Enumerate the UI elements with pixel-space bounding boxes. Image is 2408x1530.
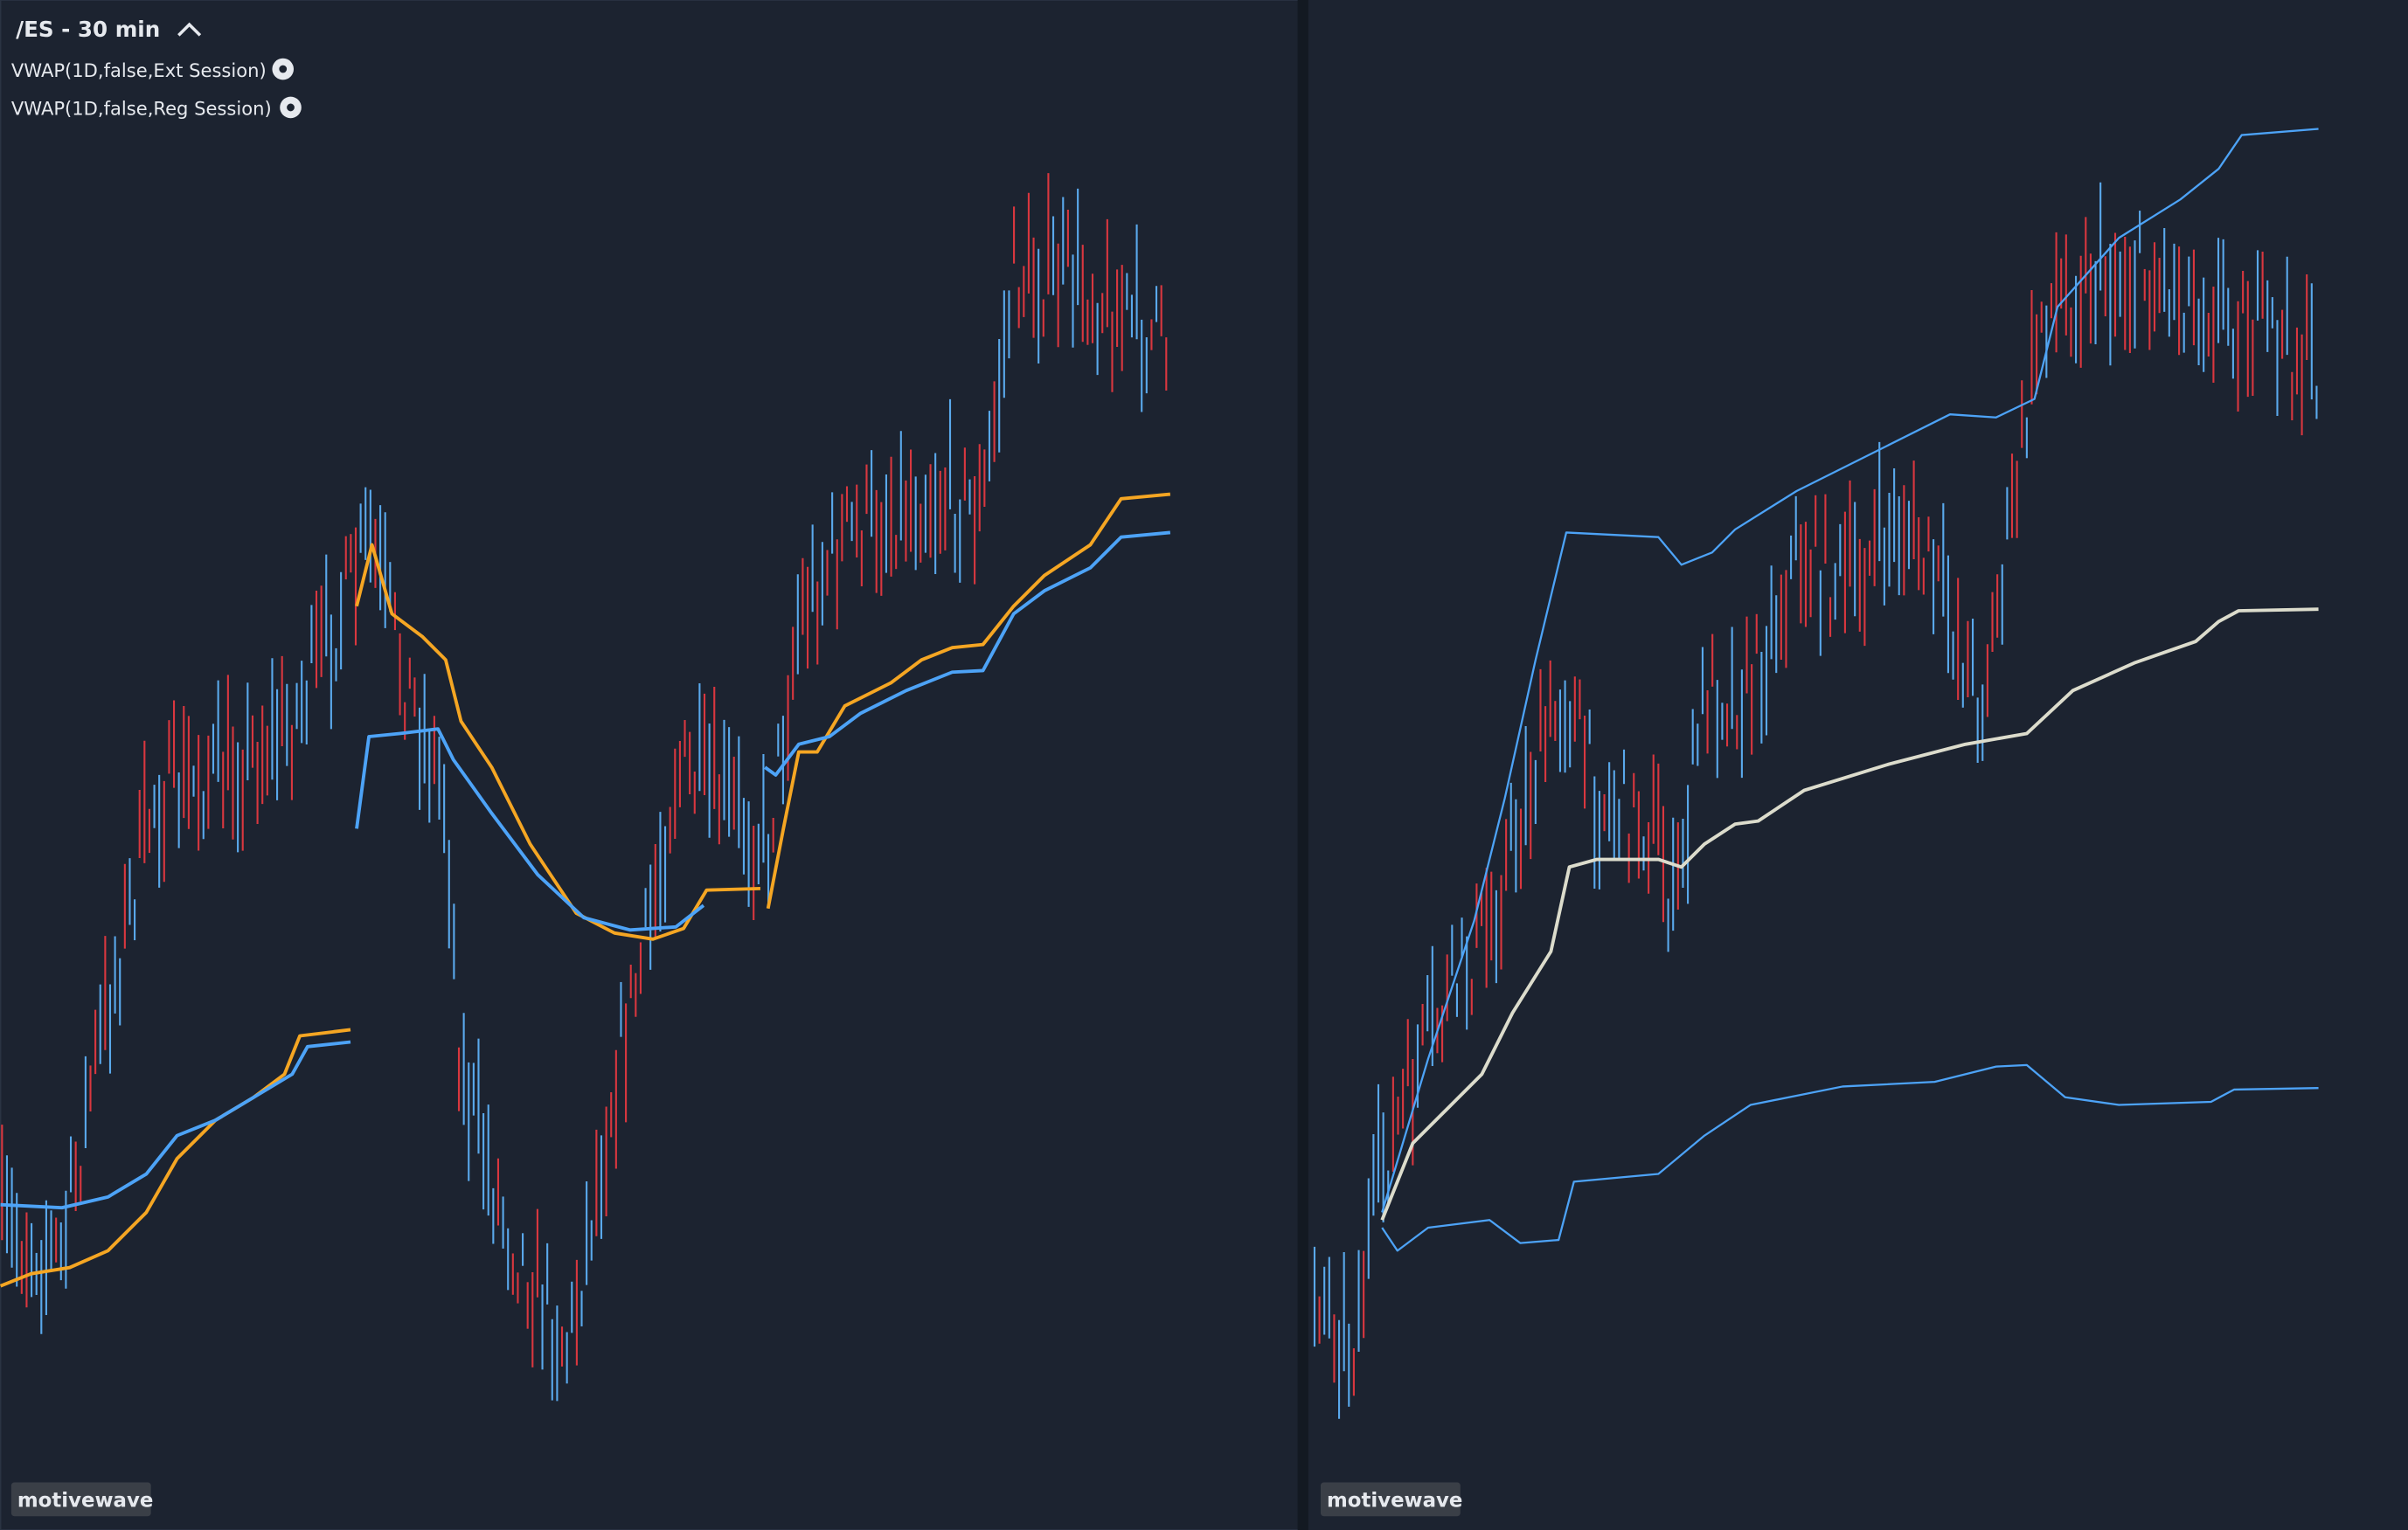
reg-vwap: [355, 727, 705, 932]
reg-vwap: [764, 530, 1171, 777]
settings-icon[interactable]: [272, 58, 295, 80]
vwap-bands: [1380, 128, 2319, 1252]
settings-icon[interactable]: [280, 96, 302, 119]
pane-divider: [1297, 0, 1308, 1530]
upper-band: [1381, 128, 2319, 1213]
watermark-bg: [1320, 1482, 1461, 1517]
ext-vwap: [0, 1028, 351, 1288]
collapse-button[interactable]: [177, 22, 202, 37]
price-bars: [1, 173, 2318, 1419]
watermark: motivewave: [1327, 1490, 1462, 1513]
right-pane: [1308, 0, 2408, 1530]
ext-vwap: [355, 543, 760, 941]
watermark-bg: [10, 1482, 151, 1517]
ext-vwap: [766, 492, 1171, 910]
vwap-center: [1380, 607, 2319, 1221]
indicator-label[interactable]: VWAP(1D,false,Ext Session): [11, 59, 267, 81]
left-pane: [0, 0, 1301, 1530]
chart-title: /ES - 30 min: [16, 17, 160, 42]
reg-vwap: [0, 1040, 351, 1210]
vwap-lines: [0, 492, 1171, 1288]
lower-band: [1381, 1063, 2319, 1252]
watermark: motivewave: [17, 1490, 153, 1513]
indicator-label[interactable]: VWAP(1D,false,Reg Session): [11, 98, 272, 120]
